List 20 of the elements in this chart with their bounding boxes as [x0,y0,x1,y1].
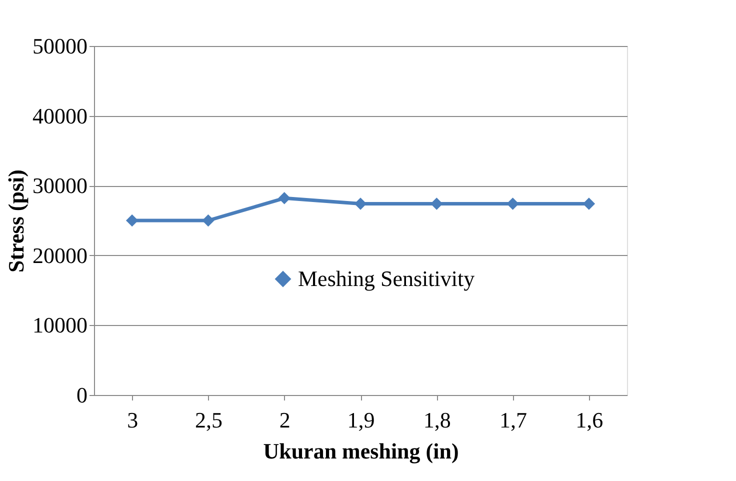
y-tick-label: 10000 [32,312,88,338]
y-tick-label: 20000 [32,242,88,268]
point [278,192,290,204]
x-tick-label: 1,9 [347,408,375,432]
point [126,214,138,227]
y-tick-label: 30000 [32,173,88,198]
y-tick-label: 50000 [32,34,88,58]
y-axis-title: Stress (psi) [4,170,28,272]
x-tick-label: 1,8 [423,408,451,432]
point [506,198,519,210]
x-tick-label: 2 [279,408,290,432]
x-tick-label: 2,5 [194,408,222,432]
x-axis-title: Ukuran meshing (in) [263,438,459,464]
y-tick-label: 40000 [32,103,88,128]
x-tick-label: 1,7 [500,408,528,432]
point [202,214,214,227]
y-tick-label: 0 [76,382,88,408]
legend-label: Meshing Sensitivity [298,266,475,291]
x-tick-label: 1,6 [576,408,604,432]
x-tick-label: 3 [127,408,138,432]
